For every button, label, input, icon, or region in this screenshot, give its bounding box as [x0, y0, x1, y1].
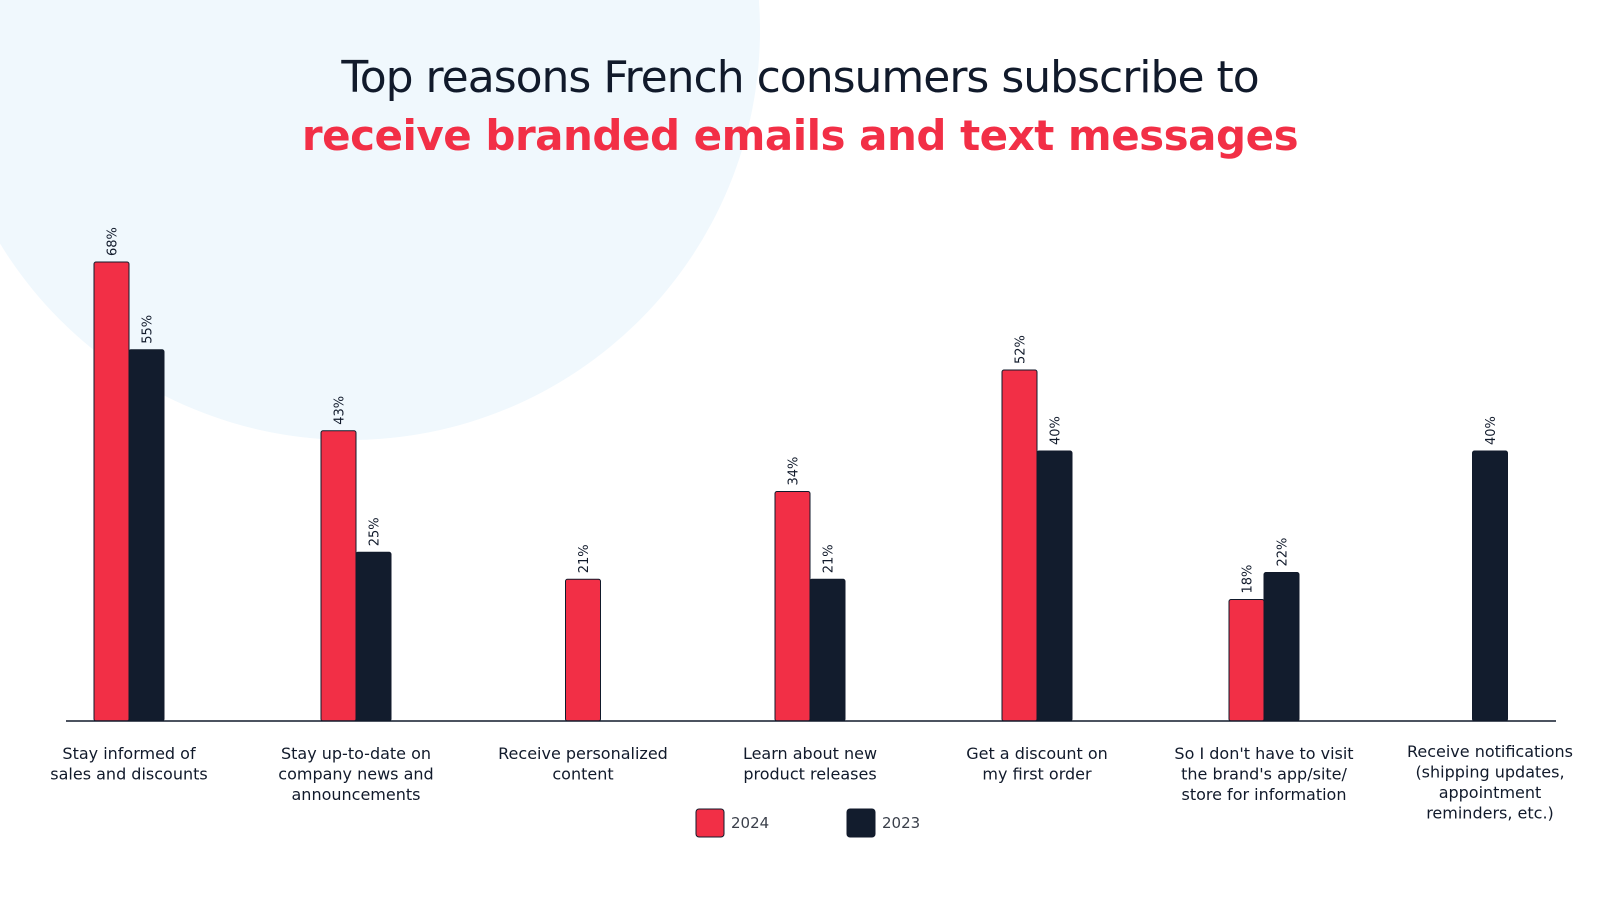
bar-2024-3: [774, 491, 811, 722]
bar-2023-6: [1472, 450, 1508, 722]
value-label-2024-4: 52%: [1014, 335, 1029, 364]
category-label-6: Receive notifications (shipping updates, a…: [1407, 742, 1573, 823]
value-label-2024-3: 34%: [787, 457, 802, 486]
category-label-1: Stay up-to-date on company news and announ…: [278, 744, 433, 804]
category-label-4: Get a discount on my first order: [966, 744, 1108, 784]
legend-label-2023: 2023: [882, 814, 920, 832]
bar-2023-3: [809, 578, 846, 722]
value-label-2023-0: 55%: [141, 315, 156, 344]
category-label-5: So I don't have to visit the brand's app/…: [1174, 744, 1353, 804]
bar-2023-5: [1263, 572, 1300, 722]
bar-2024-5: [1228, 599, 1265, 722]
category-labels: Stay informed of sales and discounts Stay …: [50, 742, 1573, 823]
category-label-3: Learn about new product releases: [743, 744, 877, 784]
bar-2024-4: [1001, 369, 1038, 722]
value-label-2023-5: 22%: [1276, 538, 1291, 567]
bars-layer: 68% 55% 43% 25% 21% 34% 21% 52% 40% 18% 22% 40%: [93, 227, 1508, 722]
value-label-2023-4: 40%: [1049, 416, 1064, 445]
value-label-2023-3: 21%: [822, 544, 837, 573]
chart-title-line1: Top reasons French consumers subscribe t…: [341, 52, 1259, 103]
category-label-0: Stay informed of sales and discounts: [50, 744, 207, 784]
bar-2023-4: [1036, 450, 1073, 722]
value-label-2024-0: 68%: [106, 227, 121, 256]
value-label-2024-1: 43%: [333, 396, 348, 425]
value-label-2024-2: 21%: [577, 544, 592, 573]
bar-2024-2: [565, 578, 601, 722]
chart-title: Top reasons French consumers subscribe t…: [0, 48, 1600, 164]
bar-2023-1: [355, 551, 392, 722]
value-label-2023-1: 25%: [368, 517, 383, 546]
legend: 2024 2023: [695, 808, 920, 838]
legend-label-2024: 2024: [731, 814, 769, 832]
bar-2023-0: [128, 349, 165, 722]
legend-swatch-2023: [846, 808, 876, 838]
bar-2024-1: [320, 430, 357, 722]
value-label-2023-6: 40%: [1484, 416, 1499, 445]
category-label-2: Receive personalized content: [498, 744, 668, 784]
bar-2024-0: [93, 261, 130, 722]
legend-swatch-2024: [695, 808, 725, 838]
value-label-2024-5: 18%: [1241, 565, 1256, 594]
chart-title-line2: receive branded emails and text messages: [301, 111, 1299, 160]
